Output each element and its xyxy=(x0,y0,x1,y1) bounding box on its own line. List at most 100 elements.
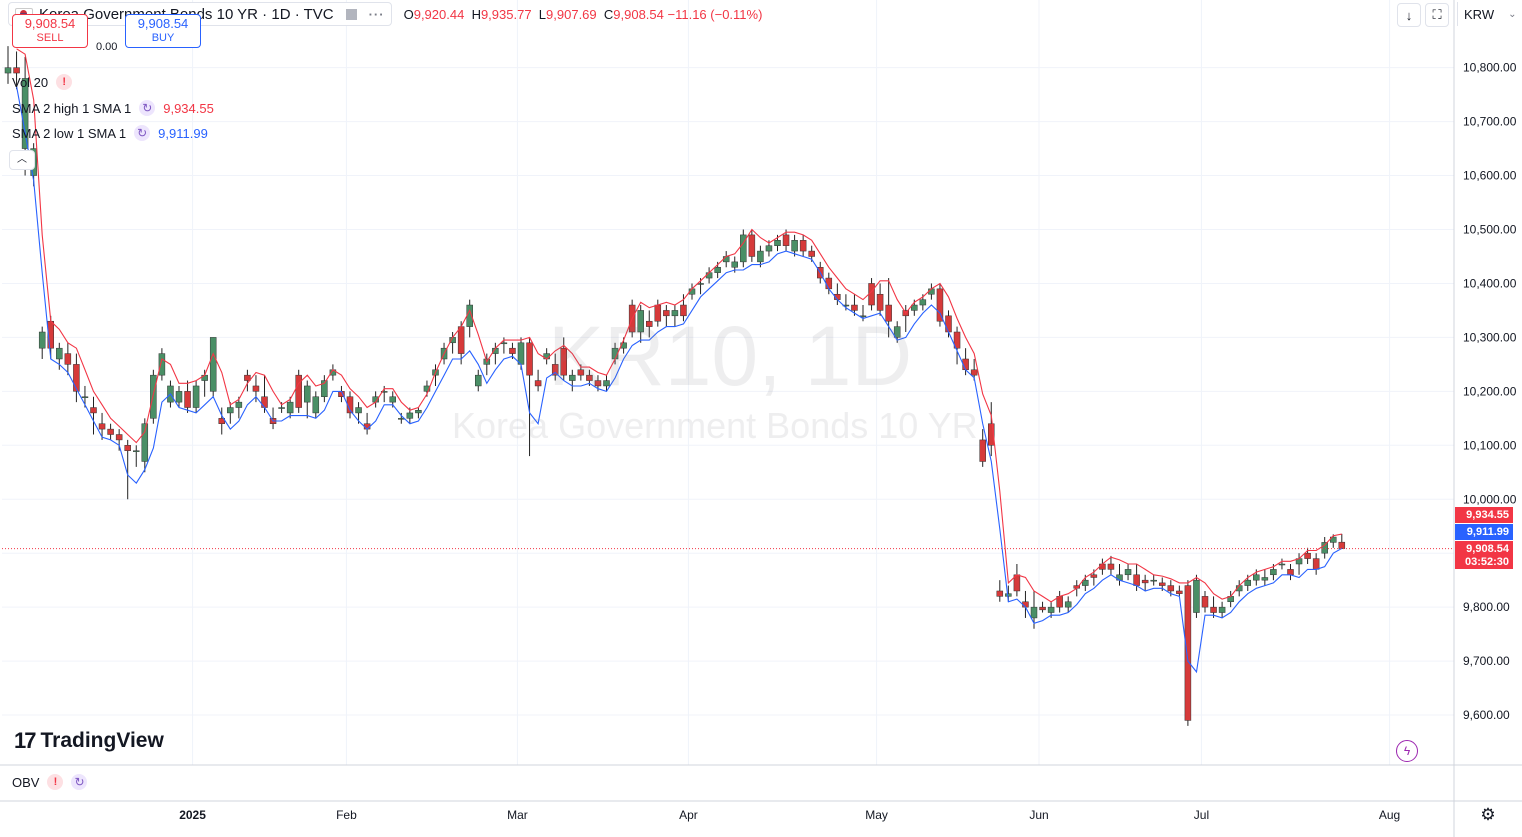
candle-body xyxy=(209,337,217,392)
candle-body xyxy=(133,450,140,452)
sma-high-tag-text: 9,934.55 xyxy=(1466,509,1509,521)
candle-body xyxy=(740,234,747,263)
candle-body xyxy=(560,347,567,376)
candle-body xyxy=(81,396,89,398)
candle-body xyxy=(150,374,157,419)
last-price-tag-text: 9,908.54 xyxy=(1466,543,1510,555)
change-value: −11.16 (−0.11%) xyxy=(667,6,763,22)
candle-body xyxy=(517,342,525,365)
candle-body xyxy=(355,407,362,414)
candle-body xyxy=(988,423,995,446)
candle-body xyxy=(671,310,679,317)
candle-body xyxy=(286,401,294,414)
tv-mark-icon: 17 xyxy=(14,728,37,753)
candle-body xyxy=(406,412,414,419)
candle-body xyxy=(1133,574,1140,586)
y-tick-label: 10,700.00 xyxy=(1463,115,1517,129)
legend-vol[interactable]: Vol 20 ! xyxy=(12,74,73,90)
candle-body xyxy=(175,391,183,403)
candle-body xyxy=(380,391,388,393)
x-tick-label: Jul xyxy=(1194,808,1209,822)
obv-pane-legend[interactable]: OBV ! ↻ xyxy=(12,774,88,790)
candle-body xyxy=(697,283,704,285)
y-tick-label: 9,800.00 xyxy=(1463,600,1510,614)
candle-body xyxy=(996,590,1004,597)
candle-body xyxy=(748,234,756,257)
candle-body xyxy=(252,385,260,392)
sell-button[interactable]: 9,908.54 SELL xyxy=(12,14,88,48)
buy-button[interactable]: 9,908.54 BUY xyxy=(125,14,201,48)
candle-body xyxy=(851,304,858,311)
candle-body xyxy=(1304,552,1311,559)
candle-body xyxy=(107,428,114,435)
legend-sma-high[interactable]: SMA 2 high 1 SMA 1 ↻ 9,934.55 xyxy=(12,100,214,116)
candle-body xyxy=(569,374,576,381)
candle-body xyxy=(1244,579,1251,586)
currency-select[interactable]: KRW ⌄ xyxy=(1457,2,1519,26)
x-tick-label: 2025 xyxy=(179,808,206,822)
ohlc-readout: O 9,920.44 H 9,935.77 L 9,907.69 C 9,908.54 … xyxy=(403,6,763,22)
sma-high-tag xyxy=(1455,507,1513,523)
close-value: 9,908.54 xyxy=(613,6,664,22)
more-dots-icon[interactable]: ··· xyxy=(368,6,385,22)
candle-body xyxy=(227,407,234,414)
candle-body xyxy=(90,407,97,414)
candle-body xyxy=(261,396,268,408)
candle-body xyxy=(1338,541,1346,549)
warning-icon[interactable]: ! xyxy=(47,774,64,790)
candle-body xyxy=(1270,569,1277,576)
warning-icon[interactable]: ! xyxy=(56,74,73,90)
x-tick-label: Feb xyxy=(336,808,357,822)
candle-body xyxy=(885,304,892,322)
candle-body xyxy=(893,326,901,338)
candle-body xyxy=(551,364,559,376)
y-tick-label: 10,600.00 xyxy=(1463,169,1517,183)
candle-body xyxy=(124,445,131,451)
candle-body xyxy=(526,342,533,376)
candle-body xyxy=(1047,606,1055,613)
candle-body xyxy=(911,304,918,311)
candle-body xyxy=(1176,590,1183,594)
y-tick-label: 10,000.00 xyxy=(1463,492,1517,506)
candle-body xyxy=(637,310,644,333)
candle-body xyxy=(1312,558,1320,570)
cycle-icon[interactable]: ↻ xyxy=(139,100,156,116)
legend-sma-low[interactable]: SMA 2 low 1 SMA 1 ↻ 9,911.99 xyxy=(12,125,208,141)
sma-low-tag-text: 9,911.99 xyxy=(1467,526,1509,538)
candle-body xyxy=(799,240,807,252)
x-tick-label: Aug xyxy=(1379,808,1400,822)
candle-body xyxy=(4,67,12,74)
arrow-down-icon[interactable]: ↓ xyxy=(1397,3,1421,27)
candle-body xyxy=(278,407,285,409)
candle-body xyxy=(141,423,149,462)
candle-body xyxy=(663,310,670,317)
gear-icon[interactable]: ⚙ xyxy=(1480,805,1496,824)
square-icon[interactable] xyxy=(345,8,357,20)
candle-body xyxy=(98,423,106,430)
lightning-icon[interactable]: ϟ xyxy=(1396,740,1418,762)
candle-body xyxy=(13,67,20,74)
cycle-icon[interactable]: ↻ xyxy=(134,125,151,141)
chevron-up-icon[interactable]: ︿ xyxy=(9,150,35,170)
y-tick-label: 10,400.00 xyxy=(1463,276,1517,290)
description-watermark: Korea Government Bonds 10 YR xyxy=(452,405,978,446)
symbol-header: Korea Government Bonds 10 YR · 1D · TVC … xyxy=(8,2,762,26)
open-value: 9,920.44 xyxy=(413,6,465,22)
time-axis[interactable]: 2025 Feb Mar Apr May Jun Jul Aug xyxy=(179,808,1400,822)
fullscreen-icon[interactable]: ⛶ xyxy=(1425,3,1449,27)
price-axis[interactable]: 9,600.009,700.009,800.009,900.0010,000.0… xyxy=(1463,61,1517,722)
candle-body xyxy=(1090,574,1098,578)
candle-body xyxy=(1064,601,1072,608)
candle-body xyxy=(312,396,320,414)
candle-body xyxy=(415,409,422,414)
y-tick-label: 9,700.00 xyxy=(1463,654,1510,668)
candle-body xyxy=(970,369,978,376)
tradingview-logo[interactable]: 17 TradingView xyxy=(14,728,164,753)
cycle-icon[interactable]: ↻ xyxy=(71,774,88,790)
candle-body xyxy=(919,299,927,306)
candle-body xyxy=(1124,569,1132,576)
candle-body xyxy=(782,234,790,246)
